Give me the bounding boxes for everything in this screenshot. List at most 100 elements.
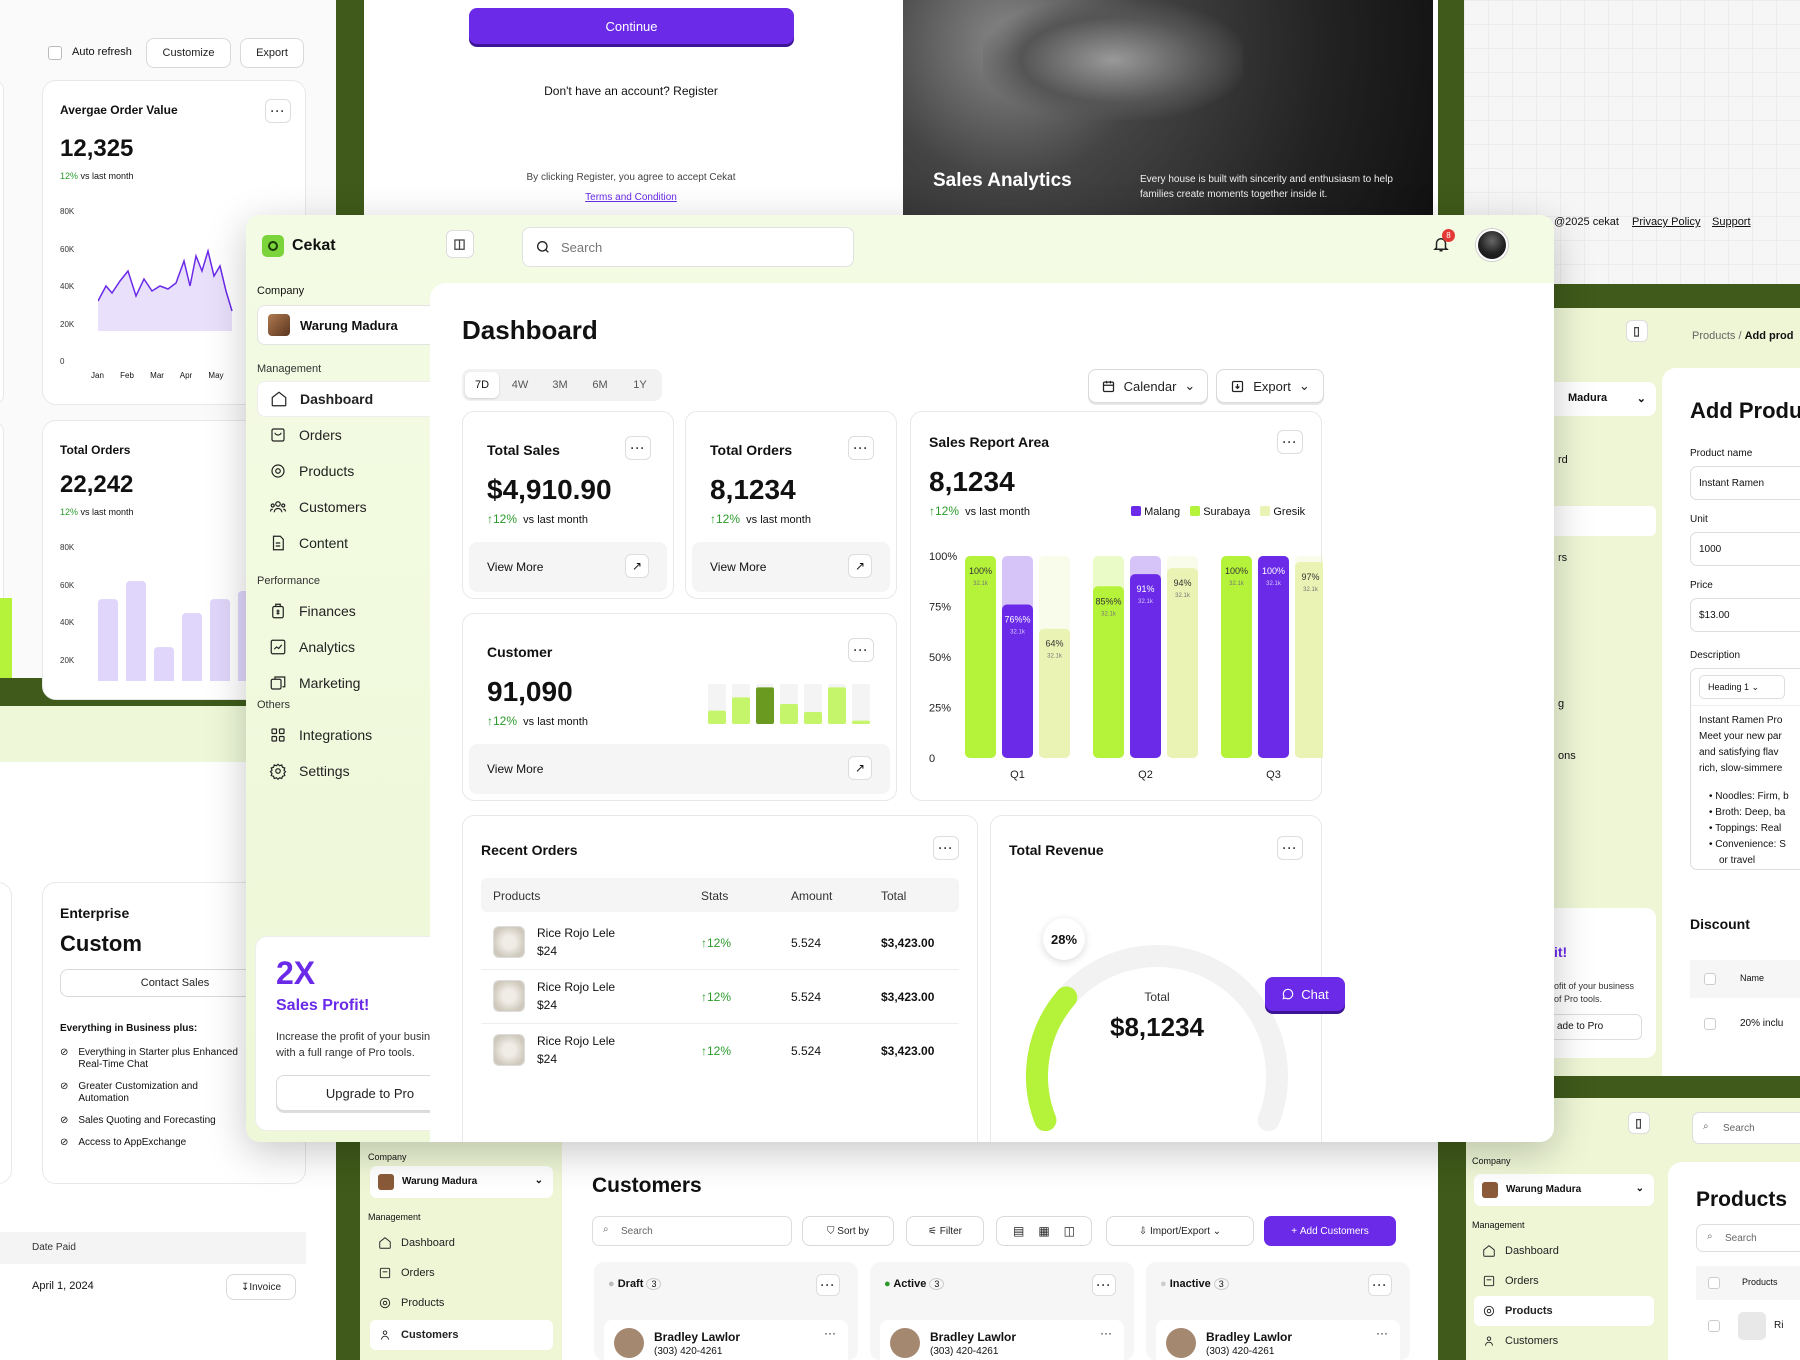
product-price: $24 [537, 944, 558, 958]
nav-finances[interactable]: Finances [257, 593, 481, 629]
total-orders-view-more[interactable]: View More ↗ [692, 542, 890, 592]
customers-search[interactable]: ⌕ Search [592, 1216, 792, 1246]
add-product-form: Add Produ Product name Instant Ramen Uni… [1662, 368, 1800, 1076]
nav-content[interactable]: Content [257, 525, 481, 561]
search-input[interactable] [561, 239, 821, 255]
nav-settings[interactable]: Settings [257, 753, 481, 789]
support-link[interactable]: Support [1712, 216, 1751, 228]
customer-card[interactable]: Bradley Lawlor (303) 420-4261 ··· [880, 1320, 1124, 1360]
range-tab-3m[interactable]: 3M [552, 379, 568, 391]
description-editor[interactable]: Heading 1 ⌄ Instant Ramen Pro Meet your n… [1690, 668, 1800, 870]
nav-dashboard[interactable]: Dashboard [370, 1228, 553, 1258]
table-row[interactable]: Rice Rojo Lele $24 ↑12% 5.524 $3,423.00 [481, 970, 959, 1024]
register-link[interactable]: Don't have an account? Register [544, 84, 718, 98]
price-label: Price [1690, 580, 1713, 591]
product-name-input[interactable]: Instant Ramen [1690, 466, 1800, 500]
nav-products[interactable]: Products [370, 1288, 553, 1318]
more-icon[interactable]: ··· [265, 99, 291, 123]
nav-customers[interactable]: Customers [370, 1320, 553, 1350]
search-bar[interactable] [522, 227, 854, 267]
terms-link[interactable]: Terms and Condition [585, 192, 677, 203]
orders-table-header: Products Stats Amount Total [481, 878, 959, 912]
auto-refresh-checkbox[interactable] [48, 46, 62, 60]
more-icon[interactable]: ··· [1092, 1274, 1116, 1296]
nav-orders[interactable]: Orders [370, 1258, 553, 1288]
heading-select[interactable]: Heading 1 ⌄ [1699, 675, 1785, 699]
upgrade-fragment-button[interactable]: ade to Pro [1544, 1014, 1642, 1040]
sidebar-toggle-icon[interactable]: ▯ [1628, 1112, 1650, 1134]
more-icon[interactable]: ··· [816, 1274, 840, 1296]
arrow-up-right-icon: ↗ [848, 554, 872, 578]
total-orders-value: 8,1234 [710, 474, 796, 505]
company-select[interactable]: Warung Madura ⌄ [1474, 1174, 1654, 1206]
nav-analytics[interactable]: Analytics [257, 629, 481, 665]
customize-button[interactable]: Customize [146, 38, 231, 68]
company-select[interactable]: Warung Madura ⌄ [370, 1166, 553, 1198]
more-icon[interactable]: ··· [1368, 1274, 1392, 1296]
orders-icon [271, 428, 285, 442]
nav-orders[interactable]: Orders [1474, 1266, 1654, 1296]
more-icon[interactable]: ··· [848, 638, 874, 662]
invoice-button[interactable]: ↧ Invoice [226, 1274, 296, 1300]
calendar-button[interactable]: Calendar ⌄ [1088, 369, 1208, 403]
product-price: $24 [537, 998, 558, 1012]
privacy-policy-link[interactable]: Privacy Policy [1632, 216, 1701, 228]
sort-button[interactable]: ⛉ Sort by [802, 1216, 894, 1246]
range-tab-7d[interactable]: 7D [465, 372, 499, 398]
customer-card[interactable]: Bradley Lawlor (303) 420-4261 ··· [604, 1320, 848, 1360]
row-checkbox[interactable] [1708, 1320, 1720, 1332]
range-tab-1y[interactable]: 1Y [633, 379, 647, 391]
range-tab-4w[interactable]: 4W [511, 379, 529, 391]
more-icon[interactable]: ··· [625, 436, 651, 460]
row-stat: ↑12% [701, 990, 732, 1004]
continue-button[interactable]: Continue [469, 8, 794, 44]
bar-surabaya [1093, 586, 1124, 758]
customer-card[interactable]: Bradley Lawlor (303) 420-4261 ··· [1156, 1320, 1400, 1360]
import-export-button[interactable]: ⇩ Import/Export ⌄ [1106, 1216, 1254, 1246]
more-icon[interactable]: ··· [1277, 430, 1303, 454]
page-title: Dashboard [462, 315, 598, 345]
customer-view-more[interactable]: View More ↗ [469, 744, 890, 794]
orders-bg-change: 12% [60, 507, 79, 517]
price-input[interactable]: $13.00 [1690, 598, 1800, 632]
nav-integrations[interactable]: Integrations [257, 717, 481, 753]
notification-bell[interactable]: 8 [1432, 229, 1455, 257]
company-select[interactable]: Madura ⌄ [1554, 382, 1656, 416]
products-list-search[interactable]: ⌕ Search [1696, 1224, 1800, 1252]
more-icon[interactable]: ··· [933, 836, 959, 860]
sales-report-card: Sales Report Area ··· 8,1234 ↑12% vs las… [910, 411, 1323, 801]
integrations-icon [271, 728, 285, 742]
table-row[interactable]: Rice Rojo Lele $24 ↑12% 5.524 $3,423.00 [481, 916, 959, 970]
export-dropdown[interactable]: Export ⌄ [1216, 369, 1324, 403]
chat-button[interactable]: Chat [1265, 977, 1345, 1011]
sidebar-toggle-icon[interactable]: ▯ [1626, 320, 1648, 342]
range-tab-6m[interactable]: 6M [592, 379, 608, 391]
sidebar-collapse-icon[interactable]: ◫ [446, 230, 474, 258]
customer-bar-chart [708, 684, 870, 724]
more-icon[interactable]: ··· [1277, 836, 1303, 860]
more-icon[interactable]: ··· [848, 436, 874, 460]
export-button[interactable]: Export [240, 38, 304, 68]
total-sales-view-more[interactable]: View More ↗ [469, 542, 667, 592]
nav-fragment: g [1558, 698, 1565, 710]
nav-orders[interactable]: Orders [257, 417, 481, 453]
avatar[interactable] [1476, 229, 1508, 261]
unit-input[interactable]: 1000 [1690, 532, 1800, 566]
nav-customers[interactable]: Customers [1474, 1326, 1654, 1356]
filter-button[interactable]: ⚟ Filter [906, 1216, 984, 1246]
nav-marketing[interactable]: Marketing [257, 665, 481, 701]
nav-products[interactable]: Products [1474, 1296, 1654, 1326]
products-search[interactable]: ⌕ Search [1692, 1112, 1800, 1144]
row-total: $3,423.00 [881, 990, 935, 1004]
nav-fragment: rd [1558, 454, 1568, 466]
nav-customers[interactable]: Customers [257, 489, 481, 525]
add-customers-button[interactable]: + Add Customers [1264, 1216, 1396, 1246]
discount-row-checkbox[interactable] [1704, 1018, 1716, 1030]
row-amount: 5.524 [791, 990, 822, 1004]
table-row[interactable]: Rice Rojo Lele $24 ↑12% 5.524 $3,423.00 [481, 1024, 959, 1078]
nav-dashboard[interactable]: Dashboard [1474, 1236, 1654, 1266]
customer-delta: ↑12% vs last month [487, 714, 588, 728]
nav-products[interactable]: Products [257, 453, 481, 489]
view-toggle[interactable]: ▤ ▦ ◫ [996, 1216, 1092, 1246]
bar-gresik [1039, 628, 1070, 758]
